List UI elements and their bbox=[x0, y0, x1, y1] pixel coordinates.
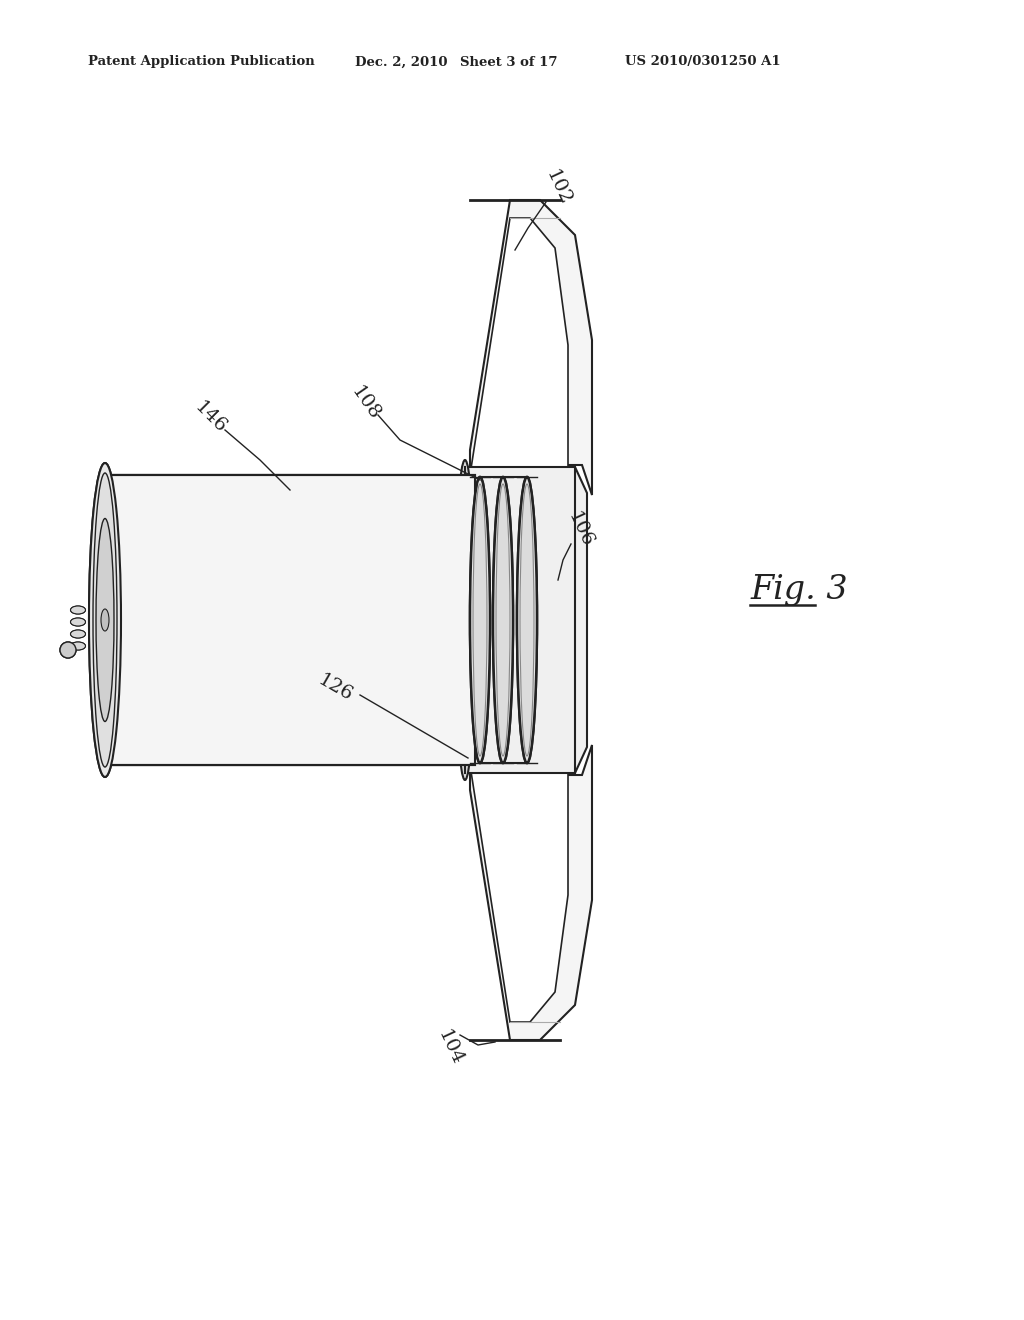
Ellipse shape bbox=[89, 463, 121, 777]
Polygon shape bbox=[470, 218, 568, 498]
Polygon shape bbox=[470, 201, 592, 495]
Ellipse shape bbox=[101, 609, 109, 631]
Ellipse shape bbox=[93, 473, 117, 767]
Ellipse shape bbox=[470, 477, 490, 763]
Ellipse shape bbox=[496, 484, 510, 756]
Ellipse shape bbox=[96, 519, 114, 722]
Ellipse shape bbox=[496, 484, 510, 756]
Ellipse shape bbox=[96, 519, 114, 722]
Ellipse shape bbox=[473, 484, 487, 756]
Ellipse shape bbox=[60, 642, 76, 657]
Ellipse shape bbox=[93, 473, 117, 767]
Ellipse shape bbox=[455, 459, 475, 780]
Ellipse shape bbox=[71, 642, 85, 649]
Ellipse shape bbox=[520, 484, 534, 756]
Polygon shape bbox=[470, 744, 592, 1040]
Ellipse shape bbox=[464, 475, 486, 766]
Ellipse shape bbox=[470, 477, 490, 763]
Text: 126: 126 bbox=[314, 671, 355, 705]
Text: Dec. 2, 2010: Dec. 2, 2010 bbox=[355, 55, 447, 69]
Ellipse shape bbox=[520, 484, 534, 756]
Polygon shape bbox=[470, 743, 568, 1022]
Ellipse shape bbox=[60, 642, 76, 657]
Ellipse shape bbox=[71, 606, 85, 614]
Polygon shape bbox=[105, 475, 475, 766]
Ellipse shape bbox=[71, 606, 85, 614]
Ellipse shape bbox=[71, 630, 85, 638]
Ellipse shape bbox=[473, 484, 487, 756]
Text: Sheet 3 of 17: Sheet 3 of 17 bbox=[460, 55, 557, 69]
Ellipse shape bbox=[71, 618, 85, 626]
Text: Patent Application Publication: Patent Application Publication bbox=[88, 55, 314, 69]
Ellipse shape bbox=[517, 477, 537, 763]
Text: 106: 106 bbox=[564, 510, 596, 550]
Text: 102: 102 bbox=[542, 168, 574, 209]
Ellipse shape bbox=[493, 477, 513, 763]
Ellipse shape bbox=[71, 642, 85, 649]
Text: 108: 108 bbox=[347, 383, 383, 424]
Polygon shape bbox=[105, 475, 475, 766]
Polygon shape bbox=[453, 467, 587, 774]
Text: Fig. 3: Fig. 3 bbox=[750, 574, 848, 606]
Ellipse shape bbox=[71, 630, 85, 638]
Text: 146: 146 bbox=[190, 399, 229, 437]
Ellipse shape bbox=[517, 477, 537, 763]
Ellipse shape bbox=[468, 484, 482, 756]
Text: 104: 104 bbox=[434, 1027, 466, 1069]
Polygon shape bbox=[465, 492, 555, 747]
Ellipse shape bbox=[493, 477, 513, 763]
Text: US 2010/0301250 A1: US 2010/0301250 A1 bbox=[625, 55, 780, 69]
Ellipse shape bbox=[71, 618, 85, 626]
Ellipse shape bbox=[101, 609, 109, 631]
Ellipse shape bbox=[89, 463, 121, 777]
